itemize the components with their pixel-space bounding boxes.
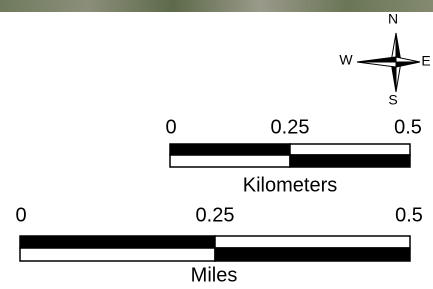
miles-scale-bar: [20, 236, 410, 261]
km-label: 0.5: [394, 116, 422, 138]
km-unit: Kilometers: [243, 174, 337, 196]
imagery-strip: [0, 0, 433, 12]
miles-label: 0: [15, 204, 26, 226]
compass-north: N: [388, 11, 398, 27]
compass-south: S: [388, 92, 397, 108]
miles-label: 0.25: [196, 204, 235, 226]
compass-west: W: [339, 52, 353, 68]
page: N E S W 0 0.25 0.5 Kilometers 0 0.25 0.5…: [0, 0, 433, 289]
km-label: 0.25: [271, 116, 310, 138]
km-scale-bar: [170, 144, 410, 167]
map-legend: N E S W 0 0.25 0.5 Kilometers 0 0.25 0.5…: [0, 0, 433, 289]
miles-label: 0.5: [395, 204, 423, 226]
miles-unit: Miles: [191, 264, 238, 286]
compass-east: E: [421, 53, 430, 69]
km-label: 0: [165, 116, 176, 138]
compass-rose: [357, 33, 420, 92]
